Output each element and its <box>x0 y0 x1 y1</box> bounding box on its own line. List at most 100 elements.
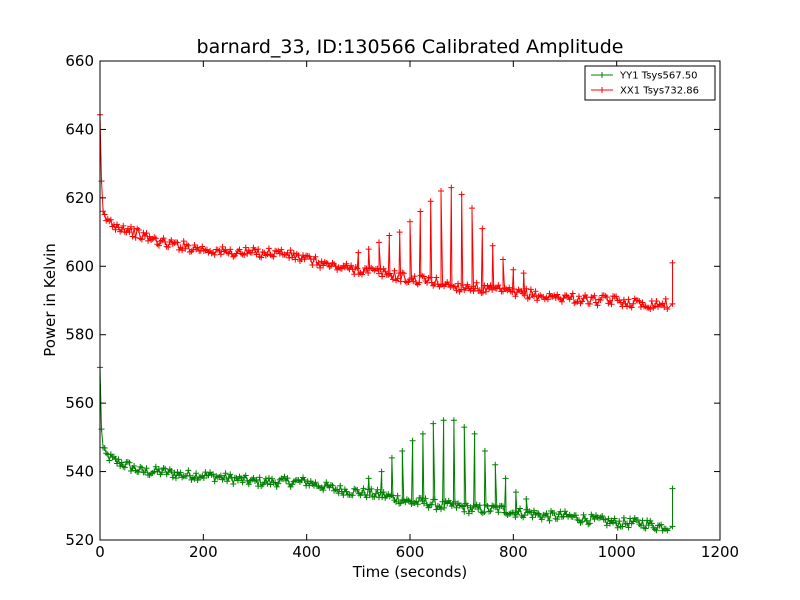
data-point-marker <box>343 488 350 495</box>
data-point-marker <box>438 506 444 513</box>
data-point-marker <box>286 254 293 261</box>
data-point-marker <box>360 268 367 275</box>
data-point-marker <box>380 489 387 496</box>
data-point-marker <box>448 184 455 191</box>
axis-ticks-layer: 0 200 400 600 800 1000 1200 520 540 560 580 600 620 6… <box>65 52 739 561</box>
data-point-marker <box>292 256 299 263</box>
data-point-marker <box>532 288 539 295</box>
data-point-marker <box>410 278 417 285</box>
data-point-marker <box>152 235 159 242</box>
data-point-marker <box>583 517 590 524</box>
data-point-marker <box>568 293 575 300</box>
data-point-marker <box>261 479 268 486</box>
data-point-marker <box>599 513 606 520</box>
data-point-marker <box>639 299 646 306</box>
data-point-marker <box>523 495 530 502</box>
data-point-marker <box>461 508 468 515</box>
data-point-marker <box>459 503 466 510</box>
data-point-marker <box>185 467 192 474</box>
data-point-marker <box>544 296 551 303</box>
data-point-marker <box>469 508 475 515</box>
data-point-marker <box>121 464 128 471</box>
data-point-marker <box>262 475 269 482</box>
data-point-marker <box>394 492 401 499</box>
data-point-marker <box>191 475 198 482</box>
data-point-marker <box>396 229 403 236</box>
data-point-marker <box>500 288 506 295</box>
data-point-marker <box>107 216 114 223</box>
data-point-marker <box>120 222 127 229</box>
data-point-marker <box>608 301 615 308</box>
data-point-marker <box>275 480 282 487</box>
data-point-marker <box>131 463 138 470</box>
data-point-marker <box>323 479 330 486</box>
data-point-marker <box>128 467 134 474</box>
data-point-marker <box>400 270 407 277</box>
y-tick-label: 540 <box>65 463 94 481</box>
data-point-marker <box>594 302 601 309</box>
data-point-marker <box>379 494 386 501</box>
x-tick-label: 200 <box>189 543 218 561</box>
data-point-marker <box>493 504 500 511</box>
data-point-marker <box>634 517 641 524</box>
data-point-marker <box>453 504 460 511</box>
data-point-marker <box>603 522 610 529</box>
y-tick-label: 640 <box>65 120 94 138</box>
data-point-marker <box>312 479 319 486</box>
data-point-marker <box>506 284 513 291</box>
data-point-marker <box>242 244 249 251</box>
data-point-marker <box>669 300 676 307</box>
data-point-marker <box>580 295 587 302</box>
data-point-marker <box>332 263 339 270</box>
data-point-marker <box>365 269 372 276</box>
data-point-marker <box>365 246 372 253</box>
data-point-marker <box>391 267 398 274</box>
data-point-marker <box>349 266 356 273</box>
data-point-marker <box>267 481 274 488</box>
data-point-marker <box>451 283 458 290</box>
data-point-marker <box>664 306 671 313</box>
data-point-marker <box>219 243 226 250</box>
x-tick-label: 1000 <box>598 543 636 561</box>
data-point-marker <box>343 260 350 267</box>
data-point-marker <box>324 260 331 267</box>
data-point-marker <box>427 274 434 281</box>
data-point-marker <box>613 520 620 527</box>
data-point-marker <box>603 294 610 301</box>
data-point-marker <box>374 265 381 272</box>
data-point-marker <box>135 227 142 234</box>
data-point-marker <box>484 503 491 510</box>
data-point-marker <box>138 464 145 471</box>
data-point-marker <box>458 191 465 198</box>
data-point-marker <box>554 516 561 523</box>
data-point-marker <box>386 232 393 239</box>
data-point-marker <box>438 188 444 195</box>
data-point-marker <box>411 273 418 280</box>
data-point-marker <box>487 282 494 289</box>
data-point-marker <box>614 524 621 531</box>
data-point-marker <box>371 493 378 500</box>
data-point-marker <box>473 501 480 508</box>
data-point-marker <box>194 244 201 251</box>
data-point-marker <box>510 266 517 273</box>
data-point-marker <box>135 468 142 475</box>
data-point-marker <box>248 249 255 256</box>
data-point-marker <box>138 236 145 243</box>
data-point-marker <box>376 239 382 246</box>
data-point-marker <box>658 521 665 528</box>
data-point-marker <box>287 247 294 254</box>
data-point-marker <box>171 469 178 476</box>
chart-title: barnard_33, ID:130566 Calibrated Amplitu… <box>197 36 624 58</box>
data-point-marker <box>586 300 593 307</box>
data-point-marker <box>531 507 537 514</box>
data-point-marker <box>586 520 593 527</box>
data-point-marker <box>425 504 432 511</box>
data-point-marker <box>355 249 362 256</box>
data-point-marker <box>572 512 579 519</box>
data-point-marker <box>179 247 186 254</box>
data-point-marker <box>168 237 175 244</box>
data-point-marker <box>619 523 626 530</box>
data-point-marker <box>141 469 148 476</box>
data-point-marker <box>447 499 454 506</box>
